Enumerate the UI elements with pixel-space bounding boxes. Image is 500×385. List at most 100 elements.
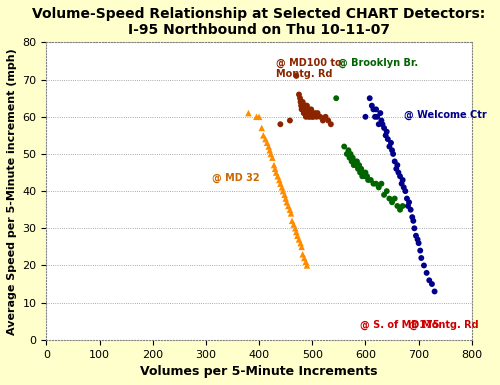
- Point: [291, 225, 299, 231]
- Point: [400, 184, 407, 191]
- Point: [292, 229, 300, 235]
- Point: [374, 121, 382, 127]
- Point: [302, 106, 310, 112]
- Point: [301, 102, 309, 109]
- Point: [309, 110, 317, 116]
- Point: [276, 181, 284, 187]
- Point: [316, 114, 324, 120]
- Point: [388, 199, 396, 205]
- Point: [354, 166, 362, 172]
- Point: [378, 181, 386, 187]
- Point: [302, 110, 310, 116]
- Point: [274, 173, 281, 179]
- Point: [296, 240, 304, 246]
- Point: [380, 192, 388, 198]
- Point: [380, 125, 388, 131]
- Point: [346, 151, 354, 157]
- Point: [372, 106, 380, 112]
- Point: [288, 218, 296, 224]
- Point: [255, 114, 263, 120]
- Point: [386, 144, 394, 150]
- Point: [398, 177, 406, 183]
- Point: [368, 102, 376, 109]
- Point: [358, 173, 366, 179]
- Point: [314, 110, 322, 116]
- Point: [284, 203, 292, 209]
- Point: [258, 125, 266, 131]
- Point: [271, 166, 279, 172]
- Point: [398, 181, 406, 187]
- Point: [406, 207, 414, 213]
- Point: [301, 106, 309, 112]
- Point: [300, 110, 308, 116]
- Point: [295, 91, 303, 97]
- Point: [300, 106, 308, 112]
- Point: [332, 95, 340, 101]
- Point: [382, 132, 390, 139]
- Point: [280, 192, 288, 198]
- Point: [410, 225, 418, 231]
- Point: [267, 151, 275, 157]
- Point: [296, 95, 304, 101]
- Point: [287, 210, 295, 216]
- Point: [348, 158, 356, 164]
- Point: [367, 177, 375, 183]
- Y-axis label: Average Speed per 5-Minute increment (mph): Average Speed per 5-Minute increment (mp…: [7, 48, 17, 335]
- Point: [296, 99, 304, 105]
- Point: [298, 106, 306, 112]
- Point: [374, 184, 382, 191]
- Point: [260, 132, 268, 139]
- Point: [262, 136, 270, 142]
- Point: [353, 158, 361, 164]
- Point: [366, 95, 374, 101]
- Text: @ Montg. Rd: @ Montg. Rd: [409, 320, 478, 330]
- Point: [327, 121, 335, 127]
- Point: [350, 162, 358, 168]
- Point: [344, 147, 352, 153]
- Point: [420, 262, 428, 268]
- Point: [392, 166, 400, 172]
- Point: [302, 259, 310, 265]
- Point: [394, 203, 402, 209]
- Point: [426, 277, 434, 283]
- Point: [303, 102, 311, 109]
- Point: [298, 102, 306, 109]
- Point: [416, 248, 424, 254]
- Point: [268, 155, 276, 161]
- Point: [266, 147, 274, 153]
- Point: [298, 99, 306, 105]
- Point: [312, 114, 320, 120]
- Point: [360, 169, 368, 176]
- Point: [351, 158, 359, 164]
- Point: [362, 114, 370, 120]
- Point: [355, 162, 363, 168]
- Point: [299, 102, 307, 109]
- X-axis label: Volumes per 5-Minute Increments: Volumes per 5-Minute Increments: [140, 365, 378, 378]
- Point: [306, 114, 314, 120]
- Point: [303, 110, 311, 116]
- Point: [390, 196, 398, 202]
- Point: [294, 233, 302, 239]
- Point: [306, 110, 314, 116]
- Point: [263, 140, 271, 146]
- Point: [389, 151, 397, 157]
- Point: [286, 207, 294, 213]
- Point: [348, 155, 356, 161]
- Point: [295, 236, 303, 243]
- Point: [360, 173, 368, 179]
- Point: [298, 244, 306, 250]
- Point: [410, 218, 418, 224]
- Point: [270, 162, 278, 168]
- Point: [398, 203, 406, 209]
- Point: [362, 169, 370, 176]
- Point: [396, 207, 404, 213]
- Point: [304, 110, 312, 116]
- Point: [286, 117, 294, 124]
- Point: [357, 166, 365, 172]
- Point: [264, 144, 272, 150]
- Point: [302, 114, 310, 120]
- Point: [414, 236, 422, 243]
- Point: [378, 121, 386, 127]
- Point: [356, 169, 364, 176]
- Point: [276, 121, 284, 127]
